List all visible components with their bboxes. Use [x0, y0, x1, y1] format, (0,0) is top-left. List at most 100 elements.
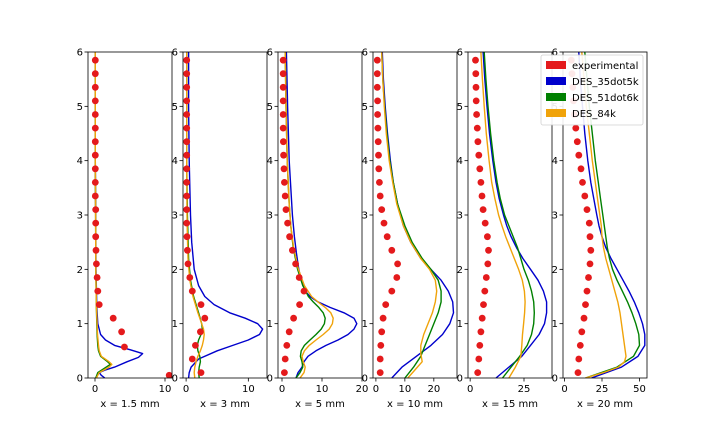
experimental-point — [374, 97, 381, 105]
y-tick-label: 6 — [267, 48, 273, 59]
y-tick-label: 5 — [362, 102, 368, 113]
experimental-point — [380, 219, 388, 227]
experimental-point — [575, 355, 583, 363]
x-tick-label: 10 — [398, 384, 411, 395]
experimental-point — [279, 97, 287, 105]
experimental-point — [183, 83, 191, 91]
series-line-des84 — [581, 52, 627, 378]
experimental-point — [485, 246, 492, 254]
experimental-point — [583, 287, 591, 295]
experimental-point — [197, 328, 204, 336]
experimental-point — [91, 192, 99, 200]
y-tick-label: 3 — [77, 211, 83, 222]
experimental-point — [286, 233, 293, 241]
experimental-point — [183, 179, 191, 186]
series-line-des51 — [483, 52, 535, 378]
y-tick-label: 5 — [77, 102, 83, 113]
experimental-point — [292, 260, 299, 268]
panel-3-plot-area — [279, 52, 358, 378]
experimental-point — [281, 179, 288, 186]
y-tick-label: 4 — [552, 156, 558, 167]
experimental-point — [375, 151, 382, 159]
x-axis-label: x = 15 mm — [482, 399, 538, 410]
experimental-point — [376, 192, 384, 200]
experimental-point — [188, 287, 196, 295]
experimental-point — [388, 246, 396, 254]
x-axis-label: x = 10 mm — [387, 399, 443, 410]
experimental-point — [201, 314, 209, 322]
experimental-point — [183, 151, 191, 159]
experimental-point — [377, 342, 385, 349]
experimental-point — [382, 301, 390, 308]
y-tick-label: 1 — [362, 319, 368, 330]
experimental-point — [476, 165, 484, 173]
x-tick-label: 0 — [92, 384, 98, 395]
y-tick-label: 2 — [457, 265, 463, 276]
experimental-point — [197, 369, 205, 376]
experimental-point — [481, 287, 489, 295]
x-tick-label: 50 — [633, 384, 646, 395]
y-tick-label: 3 — [362, 211, 368, 222]
experimental-point — [577, 165, 585, 173]
y-tick-label: 4 — [457, 156, 463, 167]
series-line-des84 — [381, 52, 438, 378]
series-line-des51 — [381, 52, 442, 378]
experimental-point — [484, 233, 491, 241]
experimental-point — [296, 301, 303, 308]
y-tick-label: 2 — [172, 265, 178, 276]
experimental-point — [295, 274, 303, 281]
panel-5-plot-area — [472, 52, 548, 378]
series-line-des35 — [578, 52, 646, 378]
experimental-point — [472, 56, 479, 64]
experimental-point — [184, 260, 192, 268]
panel-5: 0 1 2 3 4 5 6 0 25 x = 15 mm — [457, 48, 553, 410]
experimental-point — [477, 179, 485, 186]
experimental-point — [279, 70, 287, 78]
experimental-point — [374, 111, 381, 118]
legend-swatch-des35 — [546, 77, 566, 85]
experimental-point — [376, 369, 384, 376]
experimental-point — [282, 206, 290, 214]
x-axis-label: x = 5 mm — [295, 399, 345, 410]
experimental-point — [183, 70, 191, 78]
y-tick-label: 1 — [267, 319, 273, 330]
experimental-point — [197, 301, 205, 308]
experimental-point — [480, 301, 487, 308]
experimental-point — [183, 111, 191, 118]
experimental-point — [183, 56, 191, 64]
experimental-point — [373, 83, 381, 91]
y-tick-label: 0 — [552, 374, 558, 385]
experimental-point — [281, 192, 289, 200]
x-tick-label: 0 — [467, 384, 473, 395]
y-tick-label: 5 — [267, 102, 273, 113]
experimental-point — [376, 179, 383, 186]
series-line-des35 — [94, 52, 144, 378]
y-tick-label: 1 — [552, 319, 558, 330]
experimental-point — [121, 343, 128, 351]
experimental-point — [188, 355, 196, 363]
experimental-point — [477, 328, 485, 336]
legend-label-des35: DES_35dot5k — [572, 77, 639, 88]
experimental-point — [109, 314, 117, 322]
y-tick-label: 2 — [77, 265, 83, 276]
y-tick-label: 1 — [77, 319, 83, 330]
experimental-point — [388, 287, 396, 295]
legend-label-des84: DES_84k — [572, 109, 616, 120]
experimental-point — [93, 260, 100, 268]
experimental-point — [91, 151, 99, 159]
experimental-point — [94, 287, 102, 295]
legend-swatch-des51 — [546, 93, 566, 101]
panel-1: 0 1 2 3 4 5 6 0 10x = 1.5 mm — [77, 48, 173, 410]
experimental-point — [92, 233, 100, 241]
y-tick-label: 2 — [362, 265, 368, 276]
experimental-point — [183, 233, 191, 241]
experimental-point — [192, 342, 199, 349]
experimental-point — [585, 219, 593, 227]
experimental-point — [183, 192, 191, 200]
experimental-point — [183, 124, 191, 132]
experimental-point — [379, 314, 387, 322]
legend-swatch-des84 — [546, 109, 566, 117]
experimental-point — [91, 111, 99, 118]
series-line-des35 — [381, 52, 455, 378]
experimental-point — [118, 328, 125, 336]
